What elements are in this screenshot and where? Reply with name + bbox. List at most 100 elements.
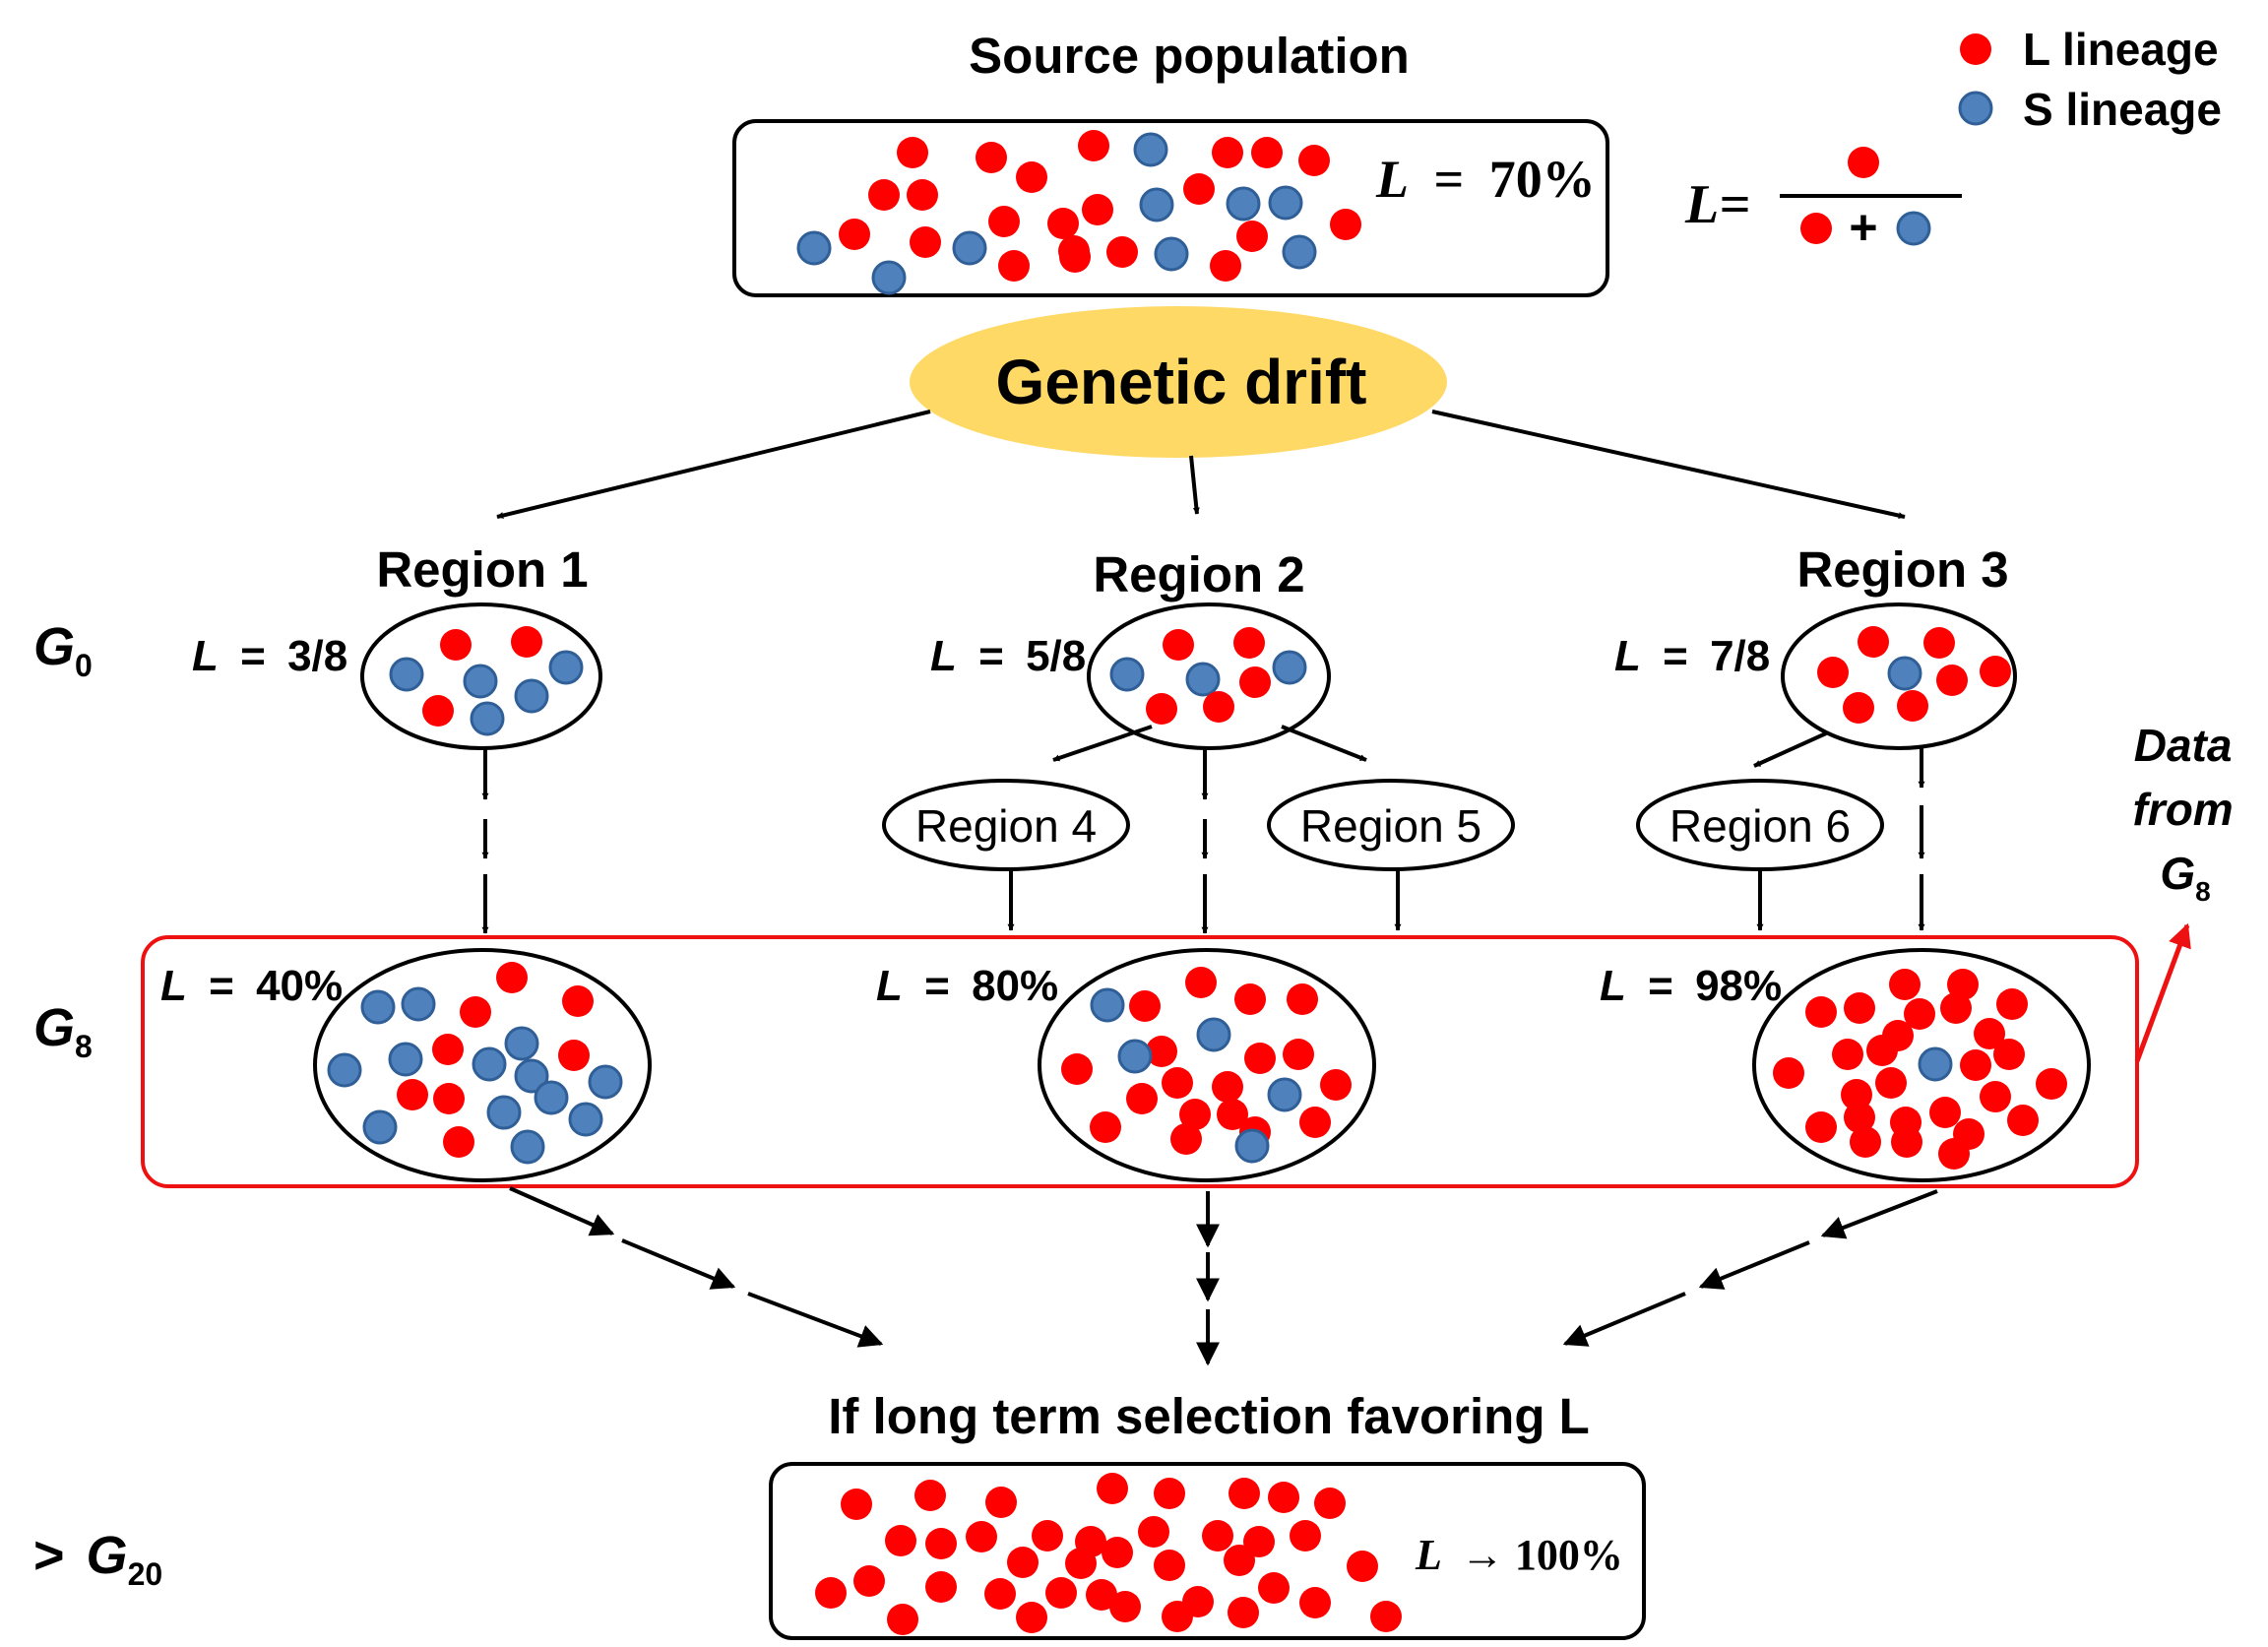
l-lineage-dot bbox=[1007, 1547, 1039, 1578]
l-lineage-dot bbox=[1817, 657, 1849, 688]
region-3-g0-value: 7/8 bbox=[1710, 632, 1770, 680]
generation-g0-label: G0 bbox=[33, 617, 93, 683]
l-lineage-dot bbox=[1170, 1123, 1202, 1155]
s-lineage-dot bbox=[504, 1026, 539, 1061]
l-lineage-dot bbox=[1773, 1057, 1804, 1089]
l-lineage-dot bbox=[432, 1034, 464, 1065]
legend-l-label: L lineage bbox=[2023, 24, 2219, 75]
s-lineage-dot bbox=[1109, 657, 1145, 692]
l-lineage-dot bbox=[2036, 1068, 2067, 1100]
l-lineage-dot bbox=[1283, 1039, 1314, 1070]
region-2-g0-dots bbox=[1109, 627, 1307, 725]
region-2-g8-value: 80% bbox=[972, 962, 1058, 1010]
formula-denominator-l-dot bbox=[1800, 213, 1832, 244]
s-lineage-dot bbox=[796, 230, 832, 266]
l-lineage-dot bbox=[925, 1571, 957, 1603]
legend: L lineage S lineage bbox=[1958, 24, 2222, 135]
l-lineage-dot bbox=[440, 629, 472, 661]
s-lineage-dot bbox=[1918, 1046, 1953, 1082]
s-lineage-dot bbox=[510, 1129, 545, 1165]
region-2-g0-letter: L bbox=[930, 632, 957, 680]
l-lineage-dot bbox=[1203, 691, 1234, 723]
l-lineage-dot bbox=[1212, 1071, 1243, 1103]
l-lineage-dot bbox=[1154, 1478, 1185, 1509]
l-lineage-dot bbox=[1078, 130, 1109, 161]
drift-arrow-region-2 bbox=[1189, 455, 1200, 515]
genetic-drift-label: Genetic drift bbox=[996, 347, 1367, 417]
l-lineage-dot bbox=[1086, 1579, 1117, 1611]
l-lineage-dot bbox=[511, 626, 542, 658]
l-lineage-dot bbox=[1228, 1478, 1260, 1509]
l-lineage-dot bbox=[1347, 1551, 1378, 1582]
l-lineage-dot bbox=[422, 695, 454, 727]
s-lineage-dot bbox=[327, 1052, 362, 1088]
formula-plus: + bbox=[1849, 200, 1877, 255]
l-lineage-dot bbox=[1299, 1587, 1331, 1618]
selection-result-letter: L bbox=[1415, 1531, 1442, 1579]
s-lineage-dot bbox=[568, 1102, 603, 1137]
l-lineage-dot bbox=[1980, 1081, 2011, 1112]
s-lineage-dot bbox=[360, 989, 396, 1025]
s-lineage-dot bbox=[389, 657, 424, 692]
l-lineage-dot bbox=[1889, 969, 1921, 1000]
l-lineage-dot bbox=[1047, 208, 1079, 239]
l-lineage-dot bbox=[1897, 690, 1928, 722]
l-lineage-dot bbox=[496, 962, 528, 993]
l-lineage-dot bbox=[1290, 1520, 1321, 1552]
region-3-title: Region 3 bbox=[1796, 541, 2008, 598]
l-lineage-dot bbox=[1090, 1111, 1121, 1143]
l-lineage-dot bbox=[1805, 996, 1837, 1028]
s-lineage-dot bbox=[514, 678, 549, 714]
s-lineage-dot bbox=[514, 1058, 549, 1094]
region-4-label: Region 4 bbox=[915, 800, 1097, 852]
l-lineage-dot bbox=[1929, 1097, 1961, 1128]
l-lineage-dot bbox=[1097, 1473, 1128, 1504]
l-lineage-dot bbox=[1258, 1572, 1290, 1604]
source-title: Source population bbox=[969, 28, 1410, 84]
s-lineage-dot bbox=[1887, 656, 1922, 691]
selection-result: L → 100% bbox=[1415, 1531, 1623, 1579]
l-lineage-dot bbox=[1102, 1537, 1133, 1568]
s-lineage-dot bbox=[871, 260, 907, 295]
l-lineage-dot bbox=[1805, 1111, 1837, 1143]
l-lineage-dot bbox=[1314, 1488, 1346, 1519]
arrow-left-diag-3 bbox=[747, 1292, 884, 1348]
selection-title: If long term selection favoring L bbox=[828, 1388, 1590, 1444]
l-lineage-dot bbox=[1236, 221, 1268, 252]
l-lineage-dot bbox=[433, 1083, 465, 1114]
frequency-formula: L= + bbox=[1684, 147, 1962, 255]
l-lineage-dot bbox=[1287, 983, 1318, 1015]
l-lineage-dot bbox=[1936, 665, 1968, 696]
l-lineage-dot bbox=[998, 250, 1030, 282]
s-lineage-dot bbox=[486, 1095, 522, 1130]
l-lineage-dot bbox=[1185, 967, 1217, 998]
l-lineage-dot bbox=[839, 219, 870, 250]
l-lineage-dot bbox=[562, 985, 594, 1017]
arrow-right-diag-3 bbox=[1562, 1292, 1686, 1347]
data-from-g8-note: Data from G8 bbox=[2132, 720, 2245, 907]
region-3-g0-frequency: L = 7/8 bbox=[1614, 632, 1770, 680]
s-lineage-dot bbox=[401, 986, 436, 1022]
s-lineage-dot bbox=[362, 1109, 398, 1145]
arrow-r2-to-r5 bbox=[1281, 725, 1367, 762]
l-lineage-dot bbox=[1032, 1520, 1063, 1552]
l-lineage-dot bbox=[1299, 1107, 1331, 1138]
s-lineage-dot bbox=[548, 650, 584, 685]
s-lineage-dot bbox=[1133, 132, 1168, 167]
l-lineage-dot bbox=[1866, 1035, 1898, 1066]
s-lineage-dot bbox=[1267, 1077, 1302, 1112]
region-3-g0-population bbox=[1781, 602, 2017, 750]
region-3-g8-frequency: L = 98% bbox=[1600, 962, 1782, 1010]
l-lineage-dot bbox=[897, 137, 928, 168]
l-lineage-dot bbox=[1832, 1039, 1863, 1070]
l-lineage-dot bbox=[1298, 145, 1330, 176]
source-population-dots bbox=[796, 130, 1361, 295]
l-lineage-dot bbox=[1330, 209, 1361, 240]
l-lineage-dot bbox=[1938, 1138, 1970, 1170]
s-lineage-dot bbox=[1090, 987, 1125, 1023]
formula-numerator-l-dot bbox=[1848, 147, 1879, 178]
l-lineage-dot bbox=[1106, 236, 1138, 268]
l-lineage-dot bbox=[1162, 1601, 1193, 1632]
region-2-g8-letter: L bbox=[876, 962, 903, 1010]
arrow-right-diag-1 bbox=[1820, 1189, 1938, 1239]
